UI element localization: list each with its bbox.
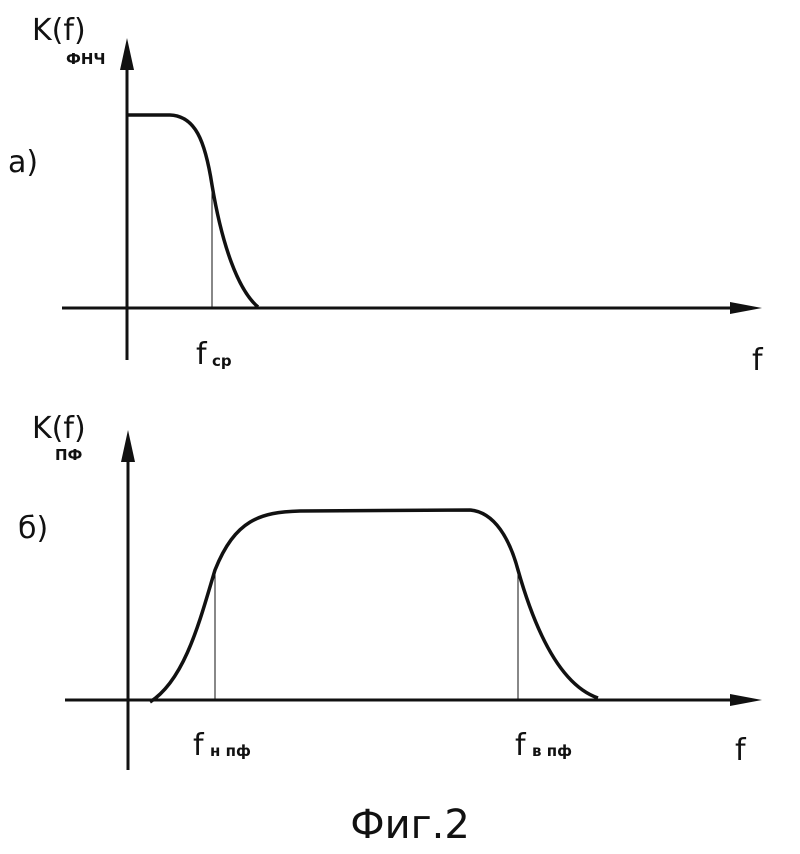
marker-subscript: н пф [210, 742, 251, 760]
panel-a: K(f) ФНЧ а) f ср f [8, 13, 764, 378]
caption: Фиг.2 [350, 802, 470, 848]
marker-label: f [193, 728, 205, 763]
curve [150, 510, 598, 702]
marker-subscript: в пф [532, 742, 572, 760]
y-axis-label: K(f) [32, 411, 86, 446]
panel-label: а) [8, 145, 38, 180]
panel-label: б) [18, 511, 48, 546]
y-axis-subscript: ФНЧ [66, 50, 106, 68]
x-axis-label: f [735, 733, 747, 768]
figure: K(f) ФНЧ а) f ср f K(f) ПФ б) f н пф f в… [0, 0, 800, 854]
arrow [730, 302, 762, 314]
marker-label: f [515, 728, 527, 763]
marker-subscript: ср [212, 352, 232, 370]
arrow [730, 694, 762, 706]
y-axis-subscript: ПФ [55, 446, 83, 464]
marker-label: f [196, 337, 208, 372]
arrow [121, 430, 135, 462]
arrow [120, 38, 134, 70]
curve [127, 115, 258, 307]
x-axis-label: f [752, 343, 764, 378]
y-axis-label: K(f) [32, 13, 86, 48]
panel-b: K(f) ПФ б) f н пф f в пф f [18, 411, 762, 770]
